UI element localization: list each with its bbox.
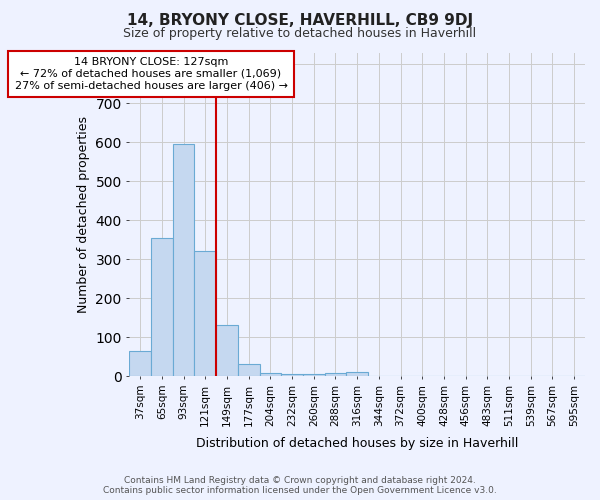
X-axis label: Distribution of detached houses by size in Haverhill: Distribution of detached houses by size … — [196, 437, 518, 450]
Y-axis label: Number of detached properties: Number of detached properties — [77, 116, 90, 313]
Bar — [194, 252, 216, 376]
Bar — [238, 364, 260, 376]
Bar — [325, 373, 346, 376]
Text: Size of property relative to detached houses in Haverhill: Size of property relative to detached ho… — [124, 28, 476, 40]
Bar — [216, 326, 238, 376]
Text: 14 BRYONY CLOSE: 127sqm
← 72% of detached houses are smaller (1,069)
27% of semi: 14 BRYONY CLOSE: 127sqm ← 72% of detache… — [14, 58, 287, 90]
Bar — [130, 351, 151, 376]
Bar — [151, 238, 173, 376]
Bar — [346, 372, 368, 376]
Bar — [173, 144, 194, 376]
Bar — [260, 373, 281, 376]
Text: 14, BRYONY CLOSE, HAVERHILL, CB9 9DJ: 14, BRYONY CLOSE, HAVERHILL, CB9 9DJ — [127, 12, 473, 28]
Text: Contains HM Land Registry data © Crown copyright and database right 2024.
Contai: Contains HM Land Registry data © Crown c… — [103, 476, 497, 495]
Bar — [281, 374, 303, 376]
Bar — [303, 374, 325, 376]
